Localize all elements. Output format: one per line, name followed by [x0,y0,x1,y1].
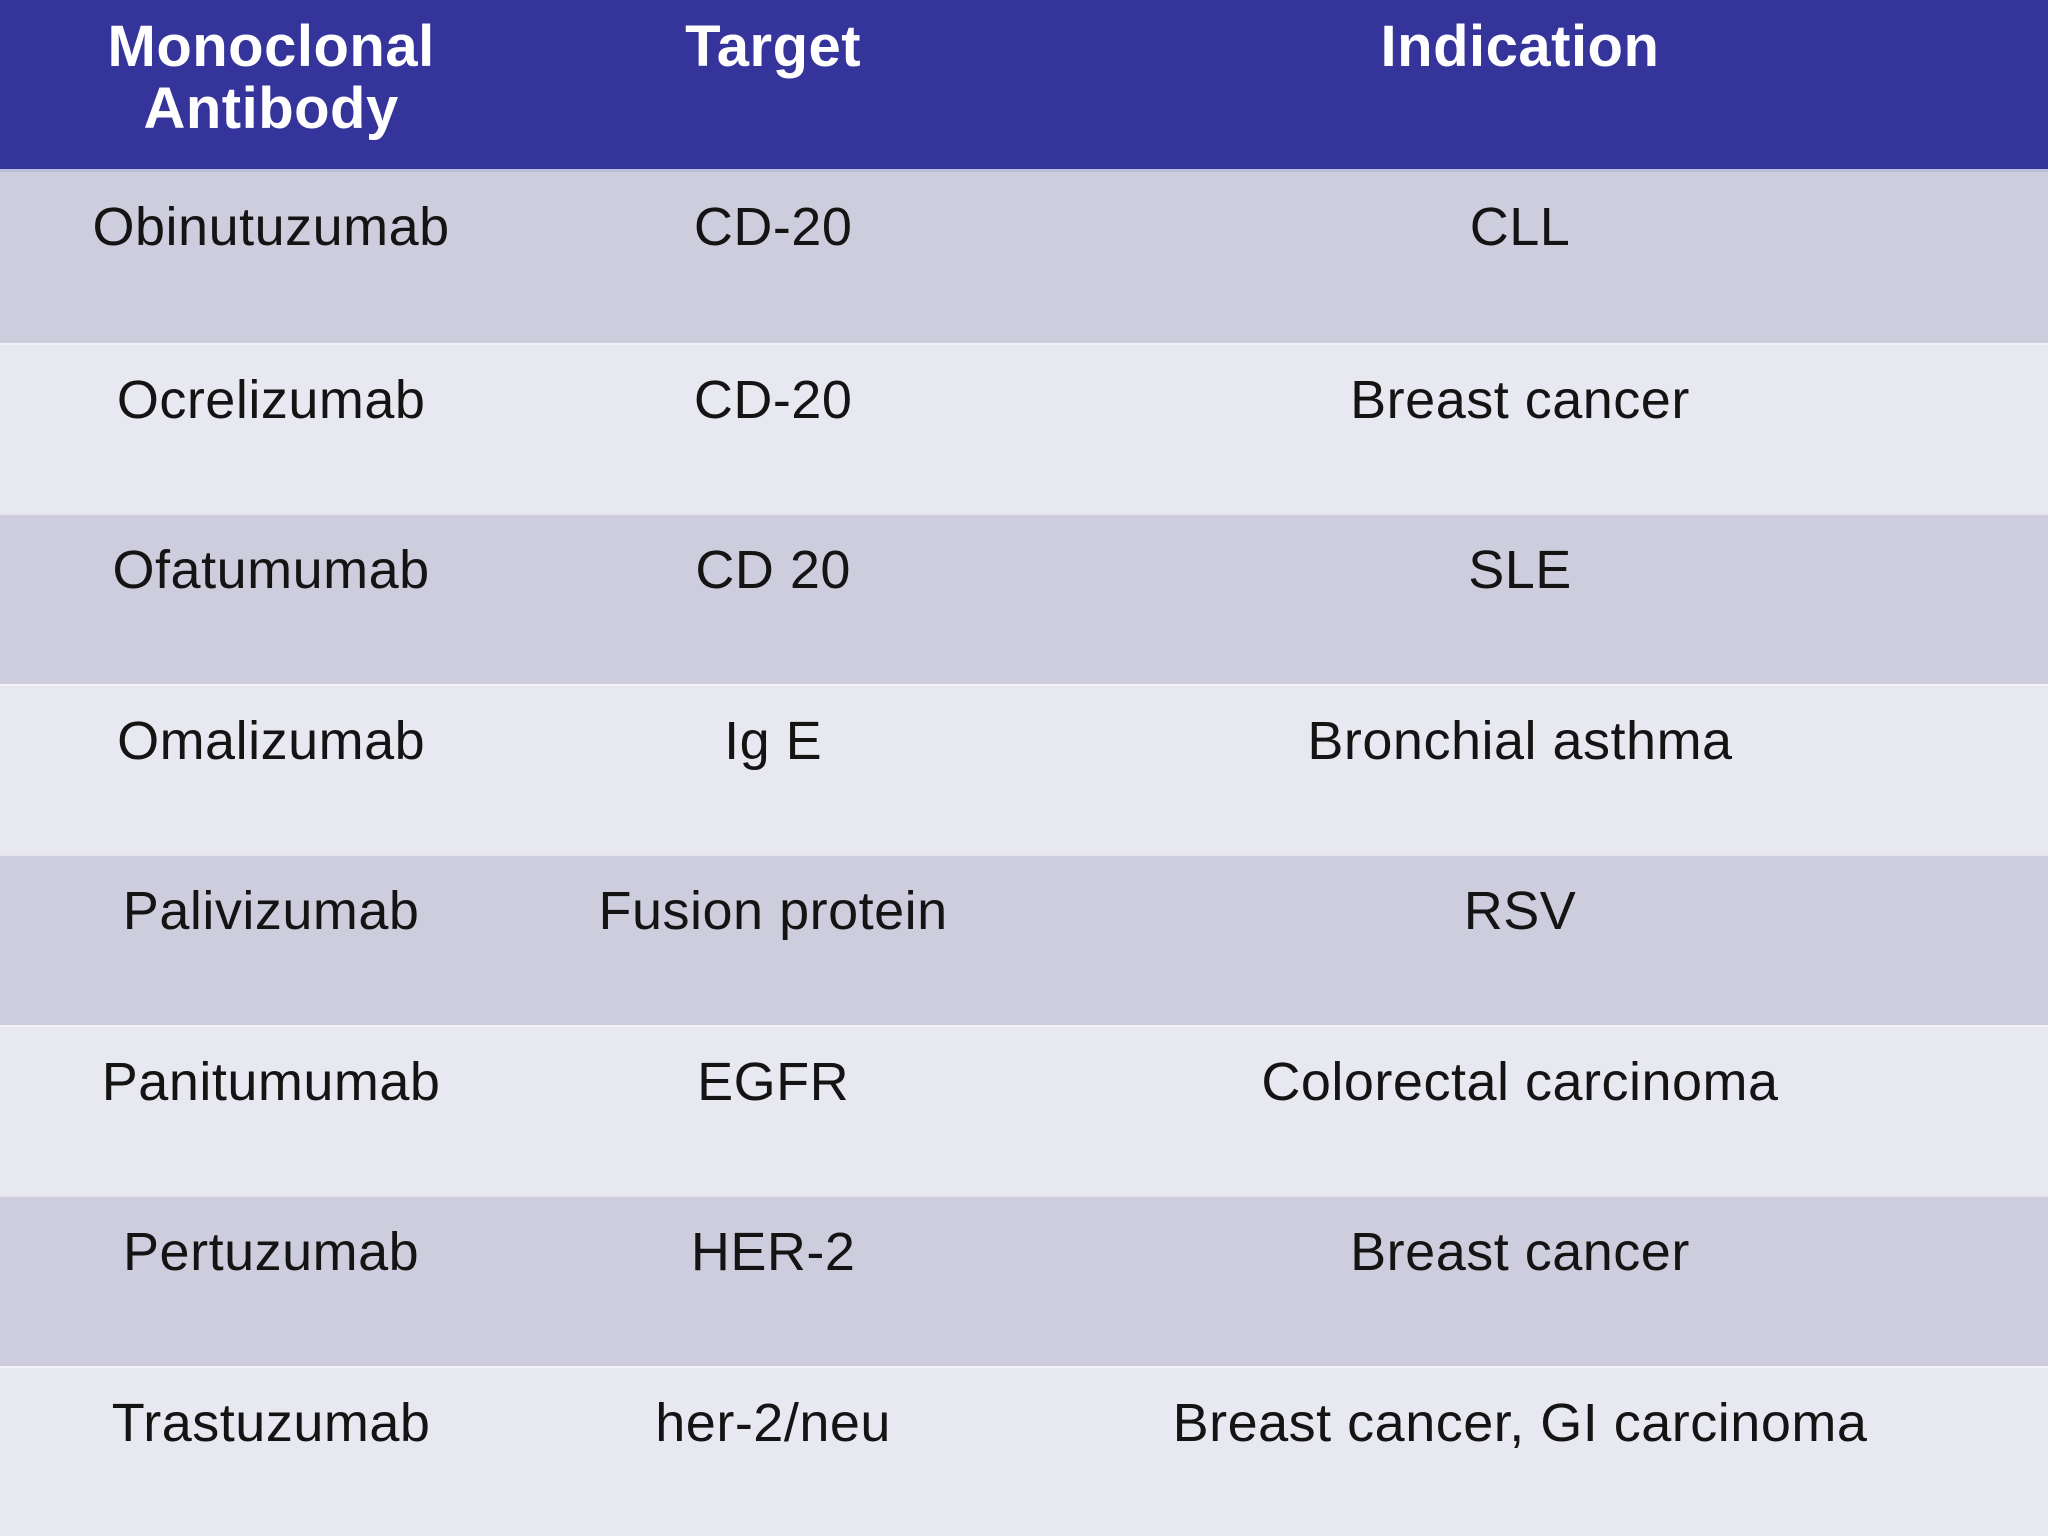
cell-indication: RSV [1463,881,1577,941]
cell-target: Ig E [724,710,823,771]
table-row: Ofatumumab CD 20 SLE [0,513,2048,684]
cell-target: EGFR [697,1051,850,1112]
cell-indication: Breast cancer [1350,1222,1690,1282]
cell-indication: Breast cancer [1350,369,1690,430]
cell-antibody: Trastuzumab [111,1392,431,1453]
cell-indication: SLE [1468,540,1572,600]
table-row: Pertuzumab HER-2 Breast cancer [0,1195,2048,1366]
column-header-indication: Indication [1380,14,1660,79]
cell-target: Fusion protein [598,881,948,941]
cell-indication: CLL [1469,197,1571,257]
cell-target: CD-20 [693,369,853,430]
cell-antibody: Panitumumab [101,1051,441,1112]
cell-antibody: Omalizumab [117,710,426,771]
cell-indication: Breast cancer, GI carcinoma [1172,1392,1868,1453]
cell-indication: Colorectal carcinoma [1261,1051,1779,1112]
cell-target: CD 20 [695,540,851,600]
cell-indication: Bronchial asthma [1307,710,1733,771]
table-header-row: Monoclonal Antibody Target Indication [0,0,2048,172]
table-row: Panitumumab EGFR Colorectal carcinoma [0,1024,2048,1195]
table-row: Palivizumab Fusion protein RSV [0,854,2048,1025]
column-header-target: Target [685,14,862,79]
cell-target: HER-2 [690,1222,856,1282]
cell-antibody: Obinutuzumab [92,197,450,257]
table-row: Obinutuzumab CD-20 CLL [0,172,2048,343]
cell-target: her-2/neu [655,1392,891,1453]
table-row: Ocrelizumab CD-20 Breast cancer [0,342,2048,513]
cell-antibody: Ofatumumab [112,540,430,600]
table-row: Trastuzumab her-2/neu Breast cancer, GI … [0,1365,2048,1536]
column-header-monoclonal-antibody: Monoclonal Antibody [107,14,435,141]
cell-antibody: Ocrelizumab [116,369,426,430]
cell-target: CD-20 [693,197,853,257]
cell-antibody: Pertuzumab [123,1222,420,1282]
table-row: Omalizumab Ig E Bronchial asthma [0,683,2048,854]
cell-antibody: Palivizumab [122,881,420,941]
